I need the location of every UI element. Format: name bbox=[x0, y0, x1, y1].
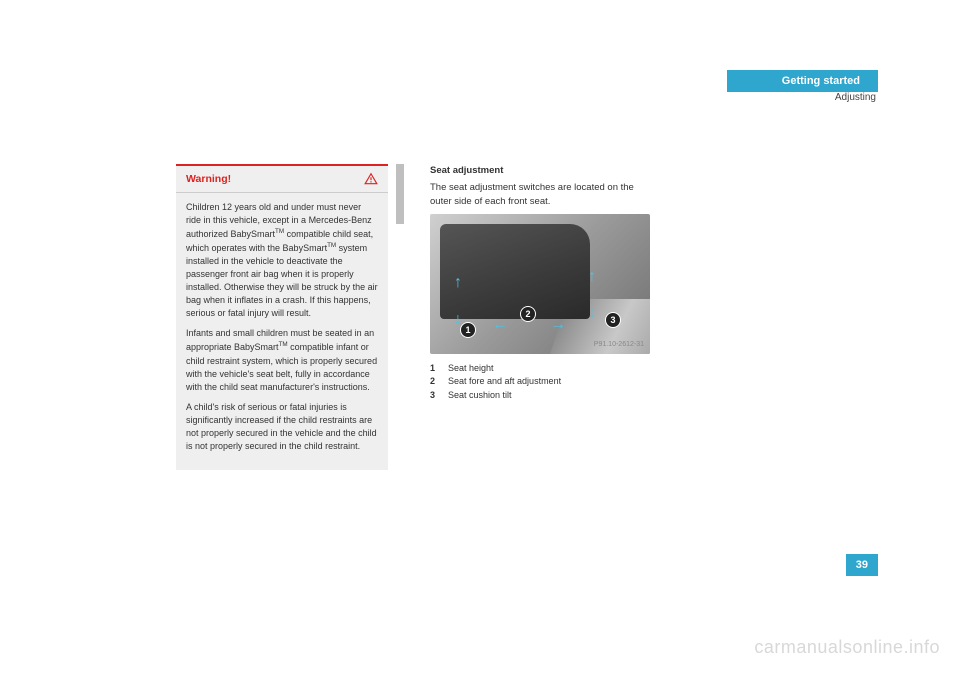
right-column: Seat adjustment The seat adjustment swit… bbox=[430, 164, 650, 402]
legend-row: 2 Seat fore and aft adjustment bbox=[430, 375, 650, 389]
column-continuation-hint bbox=[396, 164, 404, 224]
warning-box: Warning! Children 12 years old and under… bbox=[176, 164, 388, 470]
arrow-up-icon: ↑ bbox=[588, 266, 596, 288]
arrow-right-icon: → bbox=[550, 314, 566, 336]
watermark: carmanualsonline.info bbox=[754, 637, 940, 658]
callout-3: 3 bbox=[605, 312, 621, 328]
legend-row: 1 Seat height bbox=[430, 362, 650, 376]
seat-shape bbox=[440, 224, 590, 319]
arrow-left-icon: ← bbox=[492, 314, 508, 336]
warning-para-2: Infants and small children must be seate… bbox=[186, 327, 378, 393]
subsection-label: Adjusting bbox=[835, 92, 878, 103]
legend-text: Seat height bbox=[448, 362, 494, 376]
callout-2: 2 bbox=[520, 306, 536, 322]
page-number: 39 bbox=[846, 554, 878, 576]
legend-text: Seat cushion tilt bbox=[448, 389, 512, 403]
section-tab: Getting started bbox=[727, 70, 878, 92]
image-code: P91.10-2612-31 bbox=[594, 340, 644, 350]
seat-adjustment-heading: Seat adjustment bbox=[430, 164, 650, 177]
warning-title: Warning! bbox=[186, 173, 231, 185]
warning-header: Warning! bbox=[176, 166, 388, 193]
warning-body: Children 12 years old and under must nev… bbox=[176, 193, 388, 470]
warning-para-3: A child's risk of serious or fatal injur… bbox=[186, 401, 378, 453]
warning-triangle-icon bbox=[364, 172, 378, 186]
legend-num: 1 bbox=[430, 362, 442, 376]
arrow-up-icon: ↑ bbox=[454, 272, 462, 294]
arrow-down-icon: ↓ bbox=[588, 302, 596, 324]
legend-text: Seat fore and aft adjustment bbox=[448, 375, 561, 389]
seat-diagram: ↑ ↓ ← → ↑ ↓ 1 2 3 P91.10-2612-31 bbox=[430, 214, 650, 354]
legend-row: 3 Seat cushion tilt bbox=[430, 389, 650, 403]
diagram-legend: 1 Seat height 2 Seat fore and aft adjust… bbox=[430, 362, 650, 403]
seat-adjustment-intro: The seat adjustment switches are located… bbox=[430, 181, 650, 208]
warning-para-1: Children 12 years old and under must nev… bbox=[186, 201, 378, 320]
callout-1: 1 bbox=[460, 322, 476, 338]
legend-num: 3 bbox=[430, 389, 442, 403]
legend-num: 2 bbox=[430, 375, 442, 389]
